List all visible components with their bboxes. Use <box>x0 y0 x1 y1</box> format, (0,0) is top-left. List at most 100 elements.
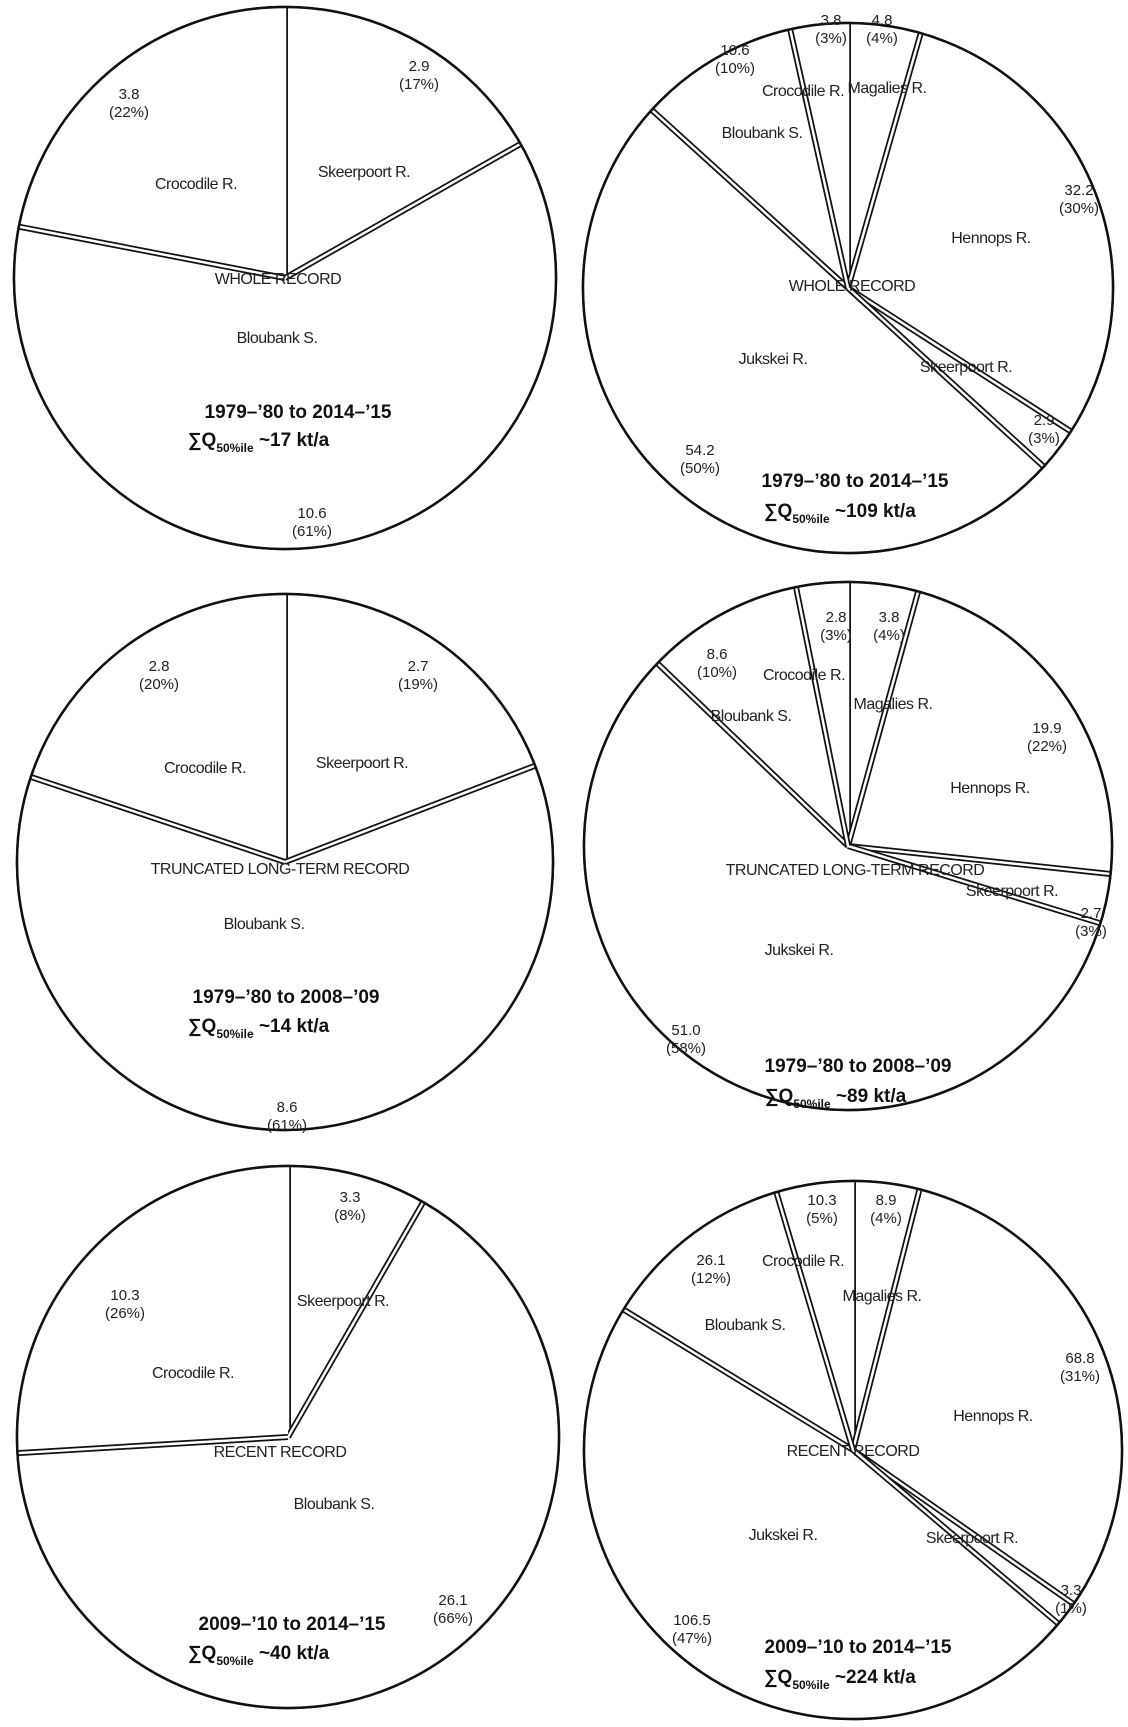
slice-percent-label: (8%) <box>334 1207 366 1224</box>
slice-percent-label: (3%) <box>820 627 852 644</box>
slice-value-label: 3.3 <box>1061 1582 1082 1599</box>
pie-border <box>581 21 1115 555</box>
period-label: 1979–’80 to 2014–’15 <box>205 402 392 423</box>
pie-border <box>15 1164 561 1710</box>
pie-slice-bloubank-s <box>651 29 848 288</box>
slice-divider-inner <box>847 287 1045 468</box>
pie-6: Magalies R. 8.9(4%) Hennops R. 68.8(31%) Ske… <box>582 1179 1124 1721</box>
slice-percent-label: (17%) <box>399 76 439 93</box>
slice-percent-label: (20%) <box>139 676 179 693</box>
sum-q-label: ∑Q50%ile ~109 kt/a <box>764 501 916 526</box>
pie-4: Magalies R. 3.8(4%) Hennops R. 19.9(22%) Ske… <box>582 580 1114 1112</box>
slice-percent-label: (22%) <box>1027 738 1067 755</box>
slice-value-label: 2.7 <box>408 658 429 675</box>
slice-divider-inner <box>284 142 522 280</box>
sum-q-label: ∑Q50%ile ~224 kt/a <box>764 1667 916 1692</box>
slice-name-label: Crocodile R. <box>762 1253 844 1270</box>
record-label: TRUNCATED LONG-TERM RECORD <box>726 862 985 879</box>
slice-percent-label: (3%) <box>1028 430 1060 447</box>
slice-divider-inner <box>622 1308 854 1452</box>
record-label: WHOLE RECORD <box>215 271 341 288</box>
pie-slice-bloubank-s <box>657 587 848 846</box>
slice-percent-label: (50%) <box>680 460 720 477</box>
slice-percent-label: (30%) <box>1059 200 1099 217</box>
slice-percent-label: (58%) <box>666 1040 706 1057</box>
slice-percent-label: (31%) <box>1060 1368 1100 1385</box>
slice-value-label: 4.8 <box>872 12 893 29</box>
slice-percent-label: (22%) <box>109 104 149 121</box>
slice-percent-label: (5%) <box>806 1210 838 1227</box>
slice-value-label: 2.8 <box>826 609 847 626</box>
pie-3: Skeerpoort R. 2.7(19%) Bloubank S. 8.6(61%)… <box>15 592 555 1134</box>
slice-name-label: Bloubank S. <box>294 1496 375 1513</box>
slice-name-label: Magalies R. <box>843 1288 922 1305</box>
slice-value-label: 3.8 <box>879 609 900 626</box>
slice-name-label: Skeerpoort R. <box>920 359 1012 376</box>
pie-slice-crocodile-r <box>17 1166 288 1454</box>
sum-q-label: ∑Q50%ile ~89 kt/a <box>765 1086 907 1111</box>
slice-name-label: Magalies R. <box>854 696 933 713</box>
pie-slice-bloubank-s <box>17 765 554 1131</box>
slice-name-label: Bloubank S. <box>705 1317 786 1334</box>
pie-slice-bloubank-s <box>623 1192 853 1450</box>
record-label: RECENT RECORD <box>214 1444 347 1461</box>
slice-percent-label: (10%) <box>715 60 755 77</box>
slice-value-label: 68.8 <box>1065 1350 1094 1367</box>
slice-value-label: 2.7 <box>1081 905 1102 922</box>
pie-1: Skeerpoort R. 2.9(17%) Bloubank S. 10.6(61%… <box>12 5 558 551</box>
slice-value-label: 8.9 <box>876 1192 897 1209</box>
slice-value-label: 10.3 <box>807 1192 836 1209</box>
slice-name-label: Crocodile R. <box>164 760 246 777</box>
pie-slice-jukskei-r <box>582 109 1044 554</box>
slice-name-label: Bloubank S. <box>722 125 803 142</box>
period-label: 2009–’10 to 2014–’15 <box>199 1614 386 1635</box>
slice-value-label: 10.3 <box>110 1287 139 1304</box>
slice-percent-label: (1%) <box>1055 1600 1087 1617</box>
slice-name-label: Bloubank S. <box>224 916 305 933</box>
slice-value-label: 19.9 <box>1032 720 1061 737</box>
slice-value-label: 2.9 <box>409 58 430 75</box>
slice-name-label: Jukskei R. <box>749 1527 818 1544</box>
pie-slice-skeerpoort-r <box>288 1166 424 1437</box>
slice-value-label: 26.1 <box>696 1252 725 1269</box>
slice-divider-inner <box>788 29 850 289</box>
slice-value-label: 106.5 <box>673 1612 711 1629</box>
slice-divider-inner <box>656 662 849 847</box>
slice-name-label: Crocodile R. <box>155 176 237 193</box>
slice-divider-inner <box>284 764 536 864</box>
slice-divider-inner <box>851 1189 921 1451</box>
slice-divider-inner <box>847 286 1072 433</box>
slice-name-label: Bloubank S. <box>237 330 318 347</box>
slice-value-label: 8.6 <box>277 1099 298 1116</box>
slice-value-label: 26.1 <box>438 1592 467 1609</box>
slice-name-label: Crocodile R. <box>152 1365 234 1382</box>
slice-value-label: 3.3 <box>340 1189 361 1206</box>
sum-q-label: ∑Q50%ile ~17 kt/a <box>188 430 330 455</box>
slice-percent-label: (4%) <box>866 30 898 47</box>
pie-slice-jukskei-r <box>584 1309 1059 1719</box>
pie-slice-skeerpoort-r <box>848 288 1071 467</box>
slice-name-label: Skeerpoort R. <box>966 883 1058 900</box>
slice-divider-inner <box>30 775 286 864</box>
pie-slice-bloubank-s <box>13 143 556 549</box>
sum-q-label: ∑Q50%ile ~40 kt/a <box>188 1643 330 1668</box>
pie-border <box>582 1179 1124 1721</box>
slice-divider-inner <box>17 1435 289 1455</box>
slice-value-label: 3.8 <box>821 12 842 29</box>
slice-divider-inner <box>847 844 1111 876</box>
pie-slice-jukskei-r <box>584 663 1101 1110</box>
pie-slice-skeerpoort-r <box>285 7 521 278</box>
slice-name-label: Hennops R. <box>950 780 1030 797</box>
pie-5: Skeerpoort R. 3.3(8%) Bloubank S. 26.1(66%)… <box>15 1164 561 1710</box>
slice-divider-inner <box>852 1448 1075 1606</box>
slice-name-label: Skeerpoort R. <box>318 164 410 181</box>
pie-slice-hennops-r <box>848 33 1114 432</box>
slice-divider-inner <box>650 108 849 289</box>
record-label: TRUNCATED LONG-TERM RECORD <box>151 861 410 878</box>
slice-percent-label: (4%) <box>873 627 905 644</box>
slice-value-label: 32.2 <box>1064 182 1093 199</box>
period-label: 1979–’80 to 2014–’15 <box>762 471 949 492</box>
slice-divider-inner <box>846 591 920 847</box>
slice-name-label: Skeerpoort R. <box>926 1530 1018 1547</box>
slice-percent-label: (10%) <box>697 664 737 681</box>
